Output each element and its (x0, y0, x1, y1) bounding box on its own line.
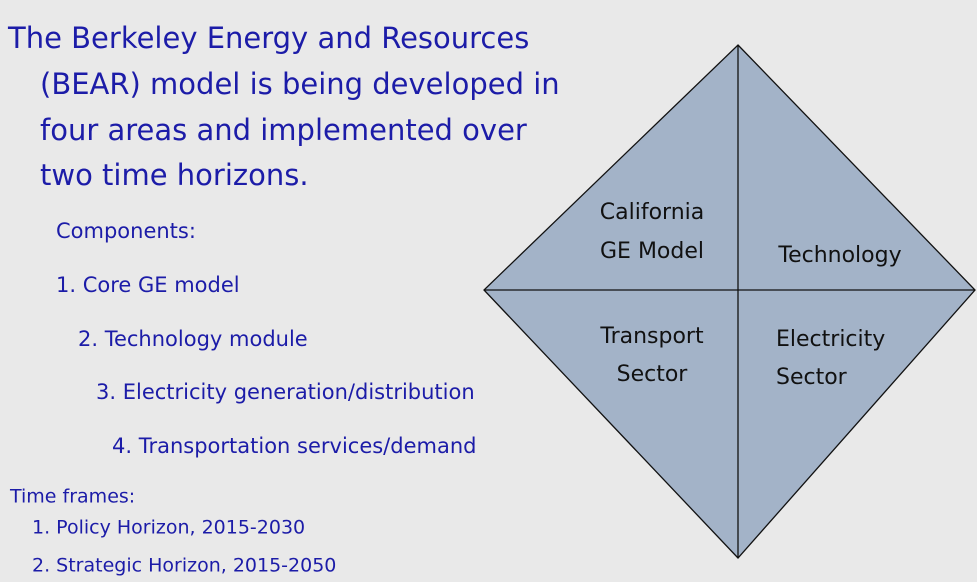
component: 3. Electricity generation/distribution (96, 380, 475, 404)
intro-line: (BEAR) model is being developed in (40, 67, 560, 101)
components-heading: Components: (56, 219, 196, 243)
quadrant-label: Technology (777, 243, 901, 268)
intro-line: two time horizons. (40, 158, 309, 192)
quadrant-label: Transport (599, 324, 704, 349)
time-frames-heading: Time frames: (9, 486, 135, 508)
quadrant-label: Sector (776, 365, 848, 390)
component: 2. Technology module (78, 327, 308, 351)
intro-line: The Berkeley Energy and Resources (7, 21, 529, 55)
time-frame: 1. Policy Horizon, 2015-2030 (32, 517, 305, 539)
time-frame: 2. Strategic Horizon, 2015-2050 (32, 555, 336, 577)
quadrant-label: Sector (617, 362, 689, 387)
quadrant-label: GE Model (600, 239, 704, 264)
component: 1. Core GE model (56, 273, 240, 297)
intro-line: four areas and implemented over (40, 113, 527, 147)
quadrant-label: California (600, 200, 704, 225)
component: 4. Transportation services/demand (112, 434, 476, 458)
quadrant-label: Electricity (776, 327, 885, 352)
